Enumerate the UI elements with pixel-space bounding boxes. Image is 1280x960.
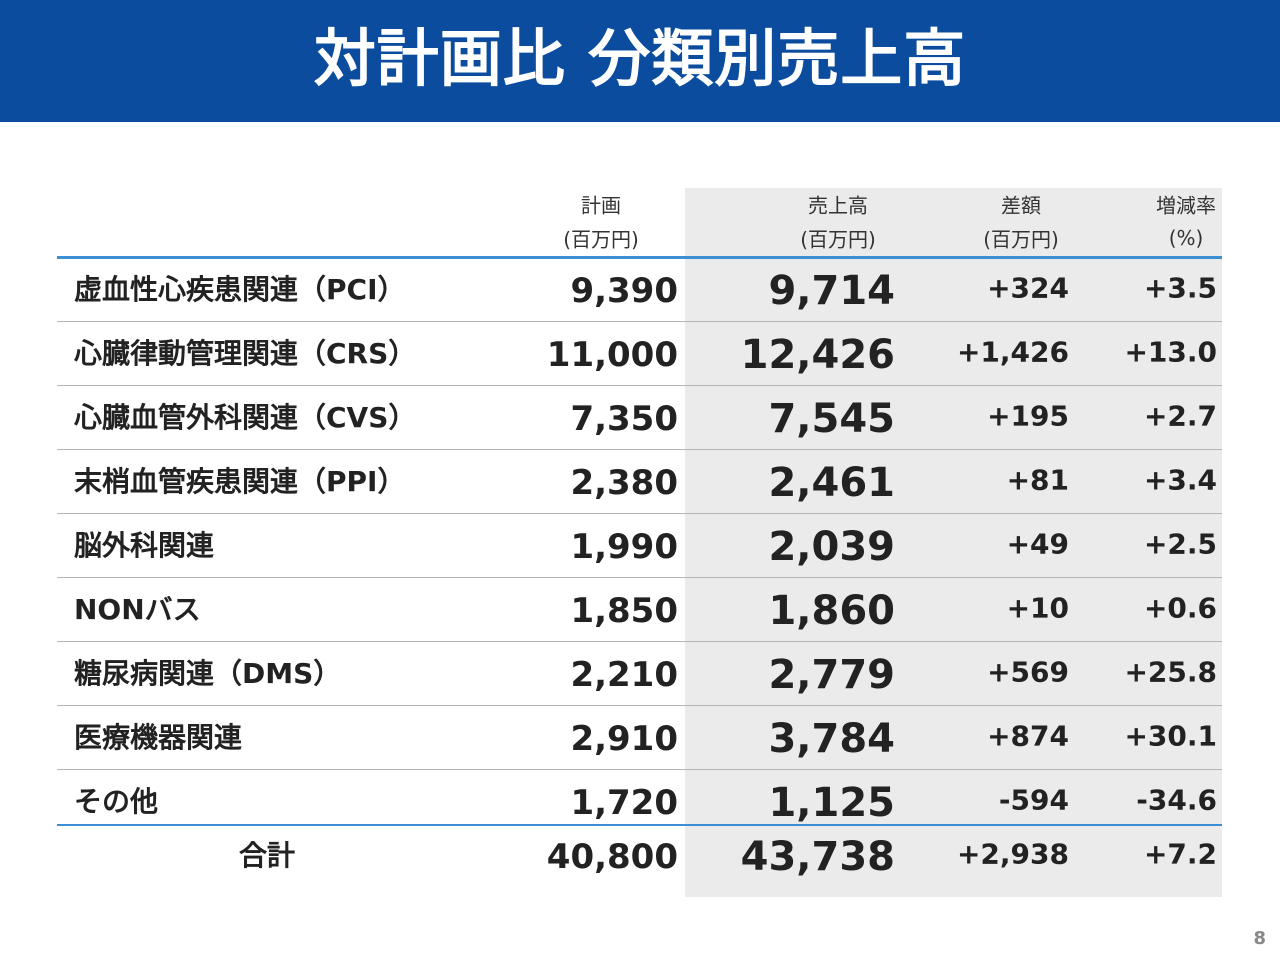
cell-value: +3.4 <box>1143 463 1217 497</box>
column-header: (百万円) <box>563 227 639 252</box>
cell-value: 2,210 <box>570 655 678 695</box>
page-number: 8 <box>1253 928 1266 949</box>
row-divider <box>57 321 1222 322</box>
cell-value: +81 <box>1006 463 1069 497</box>
column-header: (百万円) <box>983 227 1059 252</box>
cell-value: +10 <box>1006 591 1069 625</box>
column-header: 売上高 <box>808 193 868 218</box>
cell-value: +25.8 <box>1124 655 1217 689</box>
cell-value: +2,938 <box>956 837 1069 871</box>
cell-value: +30.1 <box>1124 719 1217 753</box>
column-header: 増減率 <box>1156 193 1216 218</box>
cell-value: +3.5 <box>1143 271 1217 305</box>
row-divider <box>57 449 1222 450</box>
header-rule <box>57 256 1222 259</box>
total-rule <box>57 824 1222 826</box>
total-label: 合計 <box>238 839 295 872</box>
cell-value: 1,720 <box>570 783 678 823</box>
cell-value: 11,000 <box>546 335 678 375</box>
row-divider <box>57 577 1222 578</box>
row-label: 末梢血管疾患関連（PPI） <box>74 465 406 498</box>
cell-value: +7.2 <box>1143 837 1217 871</box>
cell-value: 1,850 <box>570 591 678 631</box>
cell-value: 9,714 <box>768 268 895 314</box>
cell-value: +2.5 <box>1143 527 1217 561</box>
row-divider <box>57 769 1222 770</box>
cell-value: +0.6 <box>1143 591 1217 625</box>
cell-value: +195 <box>987 399 1069 433</box>
cell-value: 2,380 <box>570 463 678 503</box>
row-label: 糖尿病関連（DMS） <box>74 657 342 690</box>
cell-value: 3,784 <box>768 716 895 762</box>
cell-value: 1,990 <box>570 527 678 567</box>
row-label: NONバス <box>74 593 201 626</box>
row-divider <box>57 513 1222 514</box>
column-header: (%) <box>1168 226 1204 250</box>
row-label: 心臓律動管理関連（CRS） <box>74 337 417 370</box>
row-divider <box>57 641 1222 642</box>
cell-value: 12,426 <box>740 332 895 378</box>
cell-value: 2,461 <box>768 460 895 506</box>
cell-value: 7,350 <box>570 399 678 439</box>
header-band <box>0 0 1280 122</box>
cell-value: -34.6 <box>1136 783 1217 817</box>
cell-value: +324 <box>987 271 1069 305</box>
cell-value: +2.7 <box>1143 399 1217 433</box>
row-divider <box>57 705 1222 706</box>
highlight-column <box>685 188 1222 897</box>
row-label: 心臓血管外科関連（CVS） <box>74 401 417 434</box>
row-label: 医療機器関連 <box>74 721 243 754</box>
row-divider <box>57 385 1222 386</box>
column-header: 差額 <box>1001 193 1041 218</box>
cell-value: +874 <box>987 719 1069 753</box>
slide-title: 対計画比 分類別売上高 <box>313 22 967 95</box>
cell-value: +1,426 <box>956 335 1069 369</box>
cell-value: +569 <box>987 655 1069 689</box>
cell-value: 43,738 <box>740 834 895 880</box>
cell-value: 2,039 <box>768 524 895 570</box>
cell-value: 7,545 <box>768 396 895 442</box>
row-label: 虚血性心疾患関連（PCI） <box>74 273 406 306</box>
cell-value: +13.0 <box>1124 335 1217 369</box>
cell-value: 1,125 <box>768 780 895 826</box>
cell-value: 40,800 <box>546 837 678 877</box>
cell-value: 2,910 <box>570 719 678 759</box>
row-label: 脳外科関連 <box>74 529 215 562</box>
cell-value: 9,390 <box>570 271 678 311</box>
cell-value: 2,779 <box>768 652 895 698</box>
column-header: (百万円) <box>800 227 876 252</box>
cell-value: 1,860 <box>768 588 895 634</box>
cell-value: +49 <box>1006 527 1069 561</box>
row-label: その他 <box>74 785 159 818</box>
cell-value: -594 <box>998 783 1069 817</box>
column-header: 計画 <box>581 193 621 218</box>
